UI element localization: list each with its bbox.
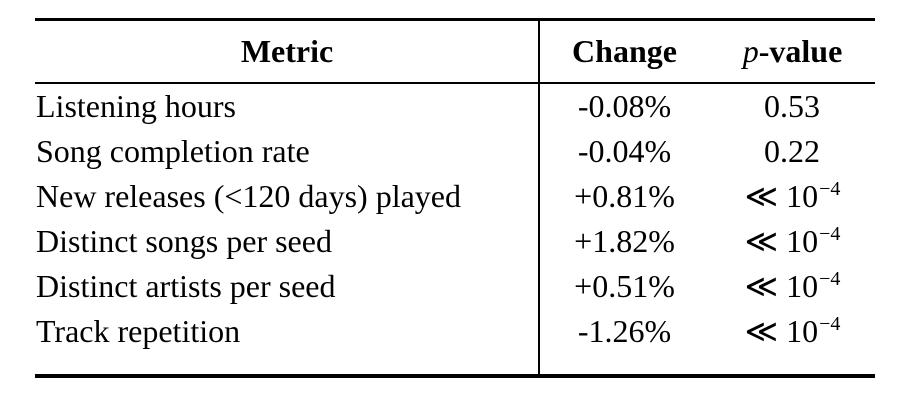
- pvalue-base: ≪ 10: [744, 178, 819, 214]
- pvalue-base: ≪ 10: [744, 313, 819, 349]
- metric-cell: Distinct artists per seed: [36, 268, 336, 304]
- header-change: Change: [572, 33, 677, 70]
- metrics-table: Metric Change p-value Listening hours -0…: [35, 18, 875, 378]
- table-row: Listening hours -0.08% 0.53: [35, 84, 875, 129]
- metric-cell: Track repetition: [36, 313, 241, 349]
- pvalue-cell: ≪ 10−4: [710, 178, 875, 214]
- pvalue-base: ≪ 10: [744, 268, 819, 304]
- metric-cell: New releases (<120 days) played: [36, 178, 461, 214]
- pvalue-cell: 0.53: [710, 90, 875, 122]
- header-pvalue-rest: -value: [758, 33, 843, 70]
- metric-cell: Listening hours: [36, 88, 236, 124]
- metric-cell: Song completion rate: [36, 133, 310, 169]
- pvalue-exponent: −4: [819, 268, 841, 290]
- pvalue-cell: ≪ 10−4: [710, 223, 875, 259]
- pvalue-cell: ≪ 10−4: [710, 313, 875, 349]
- pvalue-exponent: −4: [819, 223, 841, 245]
- pvalue-cell: ≪ 10−4: [710, 268, 875, 304]
- column-divider-rule: [538, 21, 540, 374]
- table-row: New releases (<120 days) played +0.81% ≪…: [35, 174, 875, 219]
- table-header-row: Metric Change p-value: [35, 21, 875, 84]
- pvalue-cell: 0.22: [710, 135, 875, 167]
- header-metric: Metric: [240, 33, 334, 70]
- pvalue-base: ≪ 10: [744, 223, 819, 259]
- pvalue-exponent: −4: [819, 313, 841, 335]
- table-row: Distinct artists per seed +0.51% ≪ 10−4: [35, 264, 875, 309]
- table-row: Track repetition -1.26% ≪ 10−4: [35, 309, 875, 354]
- change-cell: +1.82%: [574, 223, 675, 259]
- table-row: Song completion rate -0.04% 0.22: [35, 129, 875, 174]
- change-cell: -1.26%: [577, 313, 672, 349]
- table-row: Distinct songs per seed +1.82% ≪ 10−4: [35, 219, 875, 264]
- pvalue-base: 0.22: [764, 133, 820, 169]
- header-pvalue-p: p: [742, 33, 759, 70]
- change-cell: +0.51%: [574, 268, 675, 304]
- metric-cell: Distinct songs per seed: [36, 223, 332, 259]
- header-pvalue: p-value: [710, 35, 875, 67]
- change-cell: -0.08%: [577, 88, 672, 124]
- pvalue-exponent: −4: [819, 178, 841, 200]
- change-cell: +0.81%: [574, 178, 675, 214]
- change-cell: -0.04%: [577, 133, 672, 169]
- pvalue-base: 0.53: [764, 88, 820, 124]
